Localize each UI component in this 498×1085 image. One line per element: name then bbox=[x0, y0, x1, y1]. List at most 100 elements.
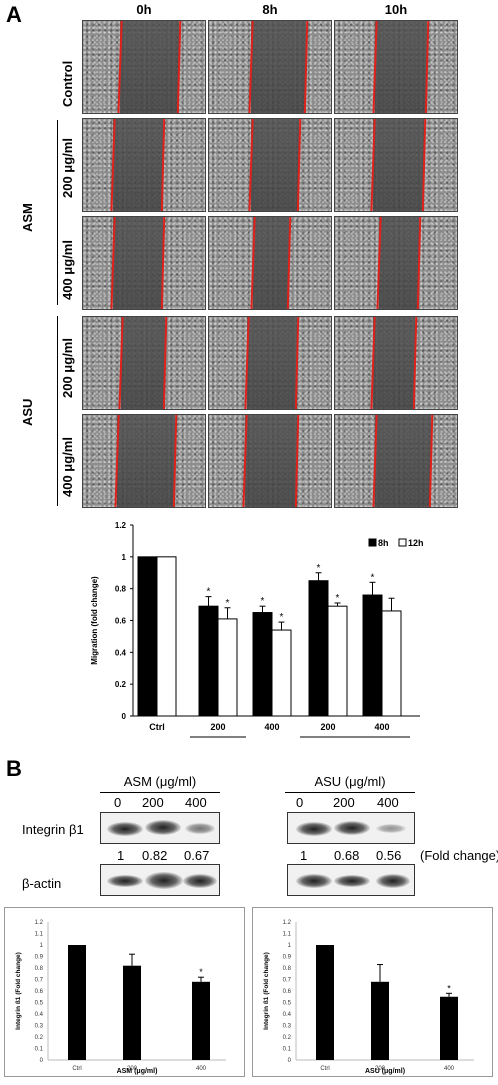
x-category-label: 400 bbox=[196, 1066, 207, 1072]
y-tick-label: 0 bbox=[40, 1058, 44, 1064]
wound-gap bbox=[375, 21, 427, 113]
asu-conc-200: 200 bbox=[333, 795, 355, 810]
row-label-asu-400: 400 μg/ml bbox=[60, 437, 75, 497]
significance-mark: * bbox=[261, 596, 265, 607]
y-tick-label: 0.5 bbox=[283, 1001, 292, 1007]
micrograph-image bbox=[82, 216, 206, 310]
asu-header-rule bbox=[285, 792, 415, 793]
x-category-label: Ctrl bbox=[72, 1066, 81, 1072]
bar-12h bbox=[156, 556, 177, 717]
x-category-label: 200 bbox=[210, 722, 225, 732]
y-axis-title: Integrin ß1 (Fold change) bbox=[263, 952, 270, 1030]
asu-group-bracket bbox=[57, 316, 58, 506]
micrograph-image bbox=[334, 316, 458, 410]
asm-fold-200: 0.82 bbox=[142, 848, 168, 863]
micrograph-image bbox=[82, 118, 206, 212]
asm-conc-400: 400 bbox=[185, 795, 207, 810]
legend-label: 8h bbox=[378, 538, 389, 548]
y-tick-label: 1.1 bbox=[283, 932, 292, 938]
micrograph-image bbox=[208, 414, 332, 508]
micrograph-image bbox=[334, 216, 458, 310]
wound-gap bbox=[251, 21, 306, 113]
y-tick-label: 0.8 bbox=[283, 966, 292, 972]
significance-mark: * bbox=[207, 587, 211, 598]
fold-change-note: (Fold change) bbox=[420, 848, 498, 863]
asm-integrin-chart-frame bbox=[4, 907, 245, 1077]
actin-label: β-actin bbox=[22, 876, 62, 891]
asm-fold-400: 0.67 bbox=[184, 848, 210, 863]
y-tick-label: 0.3 bbox=[283, 1024, 292, 1030]
wound-gap bbox=[251, 119, 299, 211]
bar bbox=[192, 981, 210, 1060]
significance-mark: * bbox=[371, 572, 375, 583]
y-tick-label: 1.1 bbox=[35, 932, 44, 938]
y-tick-label: 0.4 bbox=[35, 1012, 44, 1018]
asm-header-rule bbox=[100, 792, 220, 793]
micrograph-image bbox=[208, 216, 332, 310]
row-label-asu-200: 200 μg/ml bbox=[60, 338, 75, 398]
bar-12h bbox=[217, 618, 238, 717]
asm-fold-0: 1 bbox=[117, 848, 125, 863]
significance-mark: * bbox=[317, 563, 321, 574]
wound-gap bbox=[113, 217, 163, 309]
legend-label: 12h bbox=[408, 538, 424, 548]
y-axis-title: Integrin ß1 (Fold change) bbox=[15, 952, 22, 1030]
x-axis-title: ASU (μg/ml) bbox=[365, 1068, 405, 1075]
bar-8h bbox=[308, 580, 329, 717]
integrin-label: Integrin β1 bbox=[22, 822, 84, 837]
asm-integrin-chart: 0 0.1 0.2 0.3 0.4 0.5 0.6 0.7 0.8 0.9 1 1.1 1.2 Integ… bbox=[15, 920, 226, 1075]
y-tick-label: 0.2 bbox=[35, 1035, 44, 1041]
bar-12h bbox=[327, 605, 348, 717]
asu-integrin-chart: 0 0.1 0.2 0.3 0.4 0.5 0.6 0.7 0.8 0.9 1 1.1 1.2 Integ… bbox=[263, 920, 474, 1075]
panel-b-letter: B bbox=[6, 756, 22, 781]
micrograph-image bbox=[208, 118, 332, 212]
y-tick-label: 1.2 bbox=[35, 920, 44, 926]
legend-swatch bbox=[398, 538, 407, 547]
column-header-10h: 10h bbox=[384, 2, 408, 17]
bar-8h bbox=[198, 605, 219, 717]
asm-concentration-header: ASM (μg/ml) bbox=[123, 774, 197, 789]
migration-chart: 0 0.2 0.4 0.6 0.8 1 1.2 Migration (fold change)… bbox=[90, 521, 424, 738]
x-category-label: 200 bbox=[320, 722, 335, 732]
y-tick-label: 0.3 bbox=[35, 1024, 44, 1030]
significance-mark: * bbox=[226, 598, 230, 609]
group-label-asu: ASU bbox=[20, 398, 35, 426]
asm-integrin-blot bbox=[100, 812, 220, 844]
bar bbox=[440, 996, 458, 1060]
asu-integrin-chart-frame bbox=[252, 907, 493, 1077]
column-header-8h: 8h bbox=[262, 2, 278, 17]
y-tick-label: 0.2 bbox=[115, 680, 127, 689]
asu-conc-0: 0 bbox=[296, 795, 304, 810]
micrograph-image bbox=[208, 316, 332, 410]
bar-8h bbox=[362, 594, 383, 717]
wound-gap bbox=[379, 217, 419, 309]
y-tick-label: 1 bbox=[122, 553, 127, 562]
y-tick-label: 0.4 bbox=[283, 1012, 292, 1018]
y-tick-label: 1 bbox=[288, 943, 292, 949]
asm-conc-0: 0 bbox=[114, 795, 122, 810]
group-label-asm: ASM bbox=[20, 203, 35, 232]
bar-12h bbox=[381, 610, 402, 717]
y-tick-label: 0 bbox=[288, 1058, 292, 1064]
bar bbox=[316, 945, 334, 1060]
y-tick-label: 0.8 bbox=[115, 585, 127, 594]
x-category-label: 200 bbox=[375, 1066, 386, 1072]
bar bbox=[123, 965, 141, 1060]
significance-mark: * bbox=[199, 967, 203, 977]
y-tick-label: 0.9 bbox=[35, 955, 44, 961]
asu-fold-0: 1 bbox=[300, 848, 308, 863]
significance-mark: * bbox=[336, 593, 340, 604]
y-tick-label: 0.6 bbox=[283, 989, 292, 995]
y-tick-label: 0 bbox=[122, 712, 127, 721]
y-tick-label: 0.6 bbox=[35, 989, 44, 995]
y-tick-label: 0.1 bbox=[35, 1047, 44, 1053]
wound-gap bbox=[121, 317, 165, 409]
row-label-control: Control bbox=[60, 60, 75, 107]
wound-gap bbox=[245, 415, 297, 507]
y-tick-label: 0.7 bbox=[35, 978, 44, 984]
y-tick-label: 0.4 bbox=[115, 648, 127, 657]
asu-conc-400: 400 bbox=[377, 795, 399, 810]
x-category-label: 400 bbox=[444, 1066, 455, 1072]
panel-a-letter: A bbox=[6, 2, 22, 27]
micrograph-image bbox=[82, 316, 206, 410]
